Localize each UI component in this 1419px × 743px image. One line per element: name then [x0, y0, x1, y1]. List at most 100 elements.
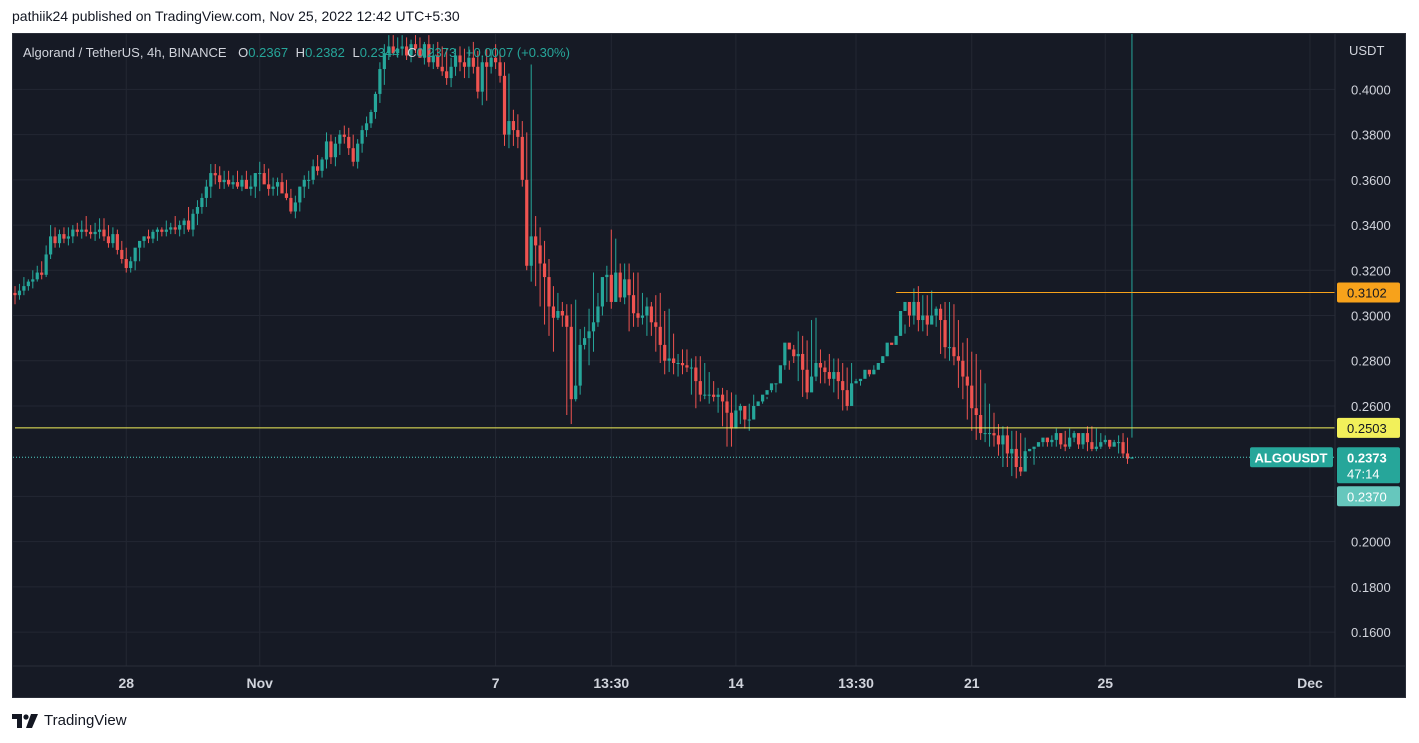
candle-body — [547, 277, 551, 307]
candle-body — [565, 315, 569, 327]
tradingview-logo-icon[interactable] — [12, 713, 38, 728]
candle-body — [698, 381, 702, 395]
candle-body — [609, 274, 613, 302]
candle-body — [574, 385, 578, 400]
candle-body — [605, 274, 609, 278]
candle-body — [658, 326, 662, 345]
candle-body — [983, 433, 987, 435]
candle-body — [160, 229, 164, 232]
candle-body — [1054, 433, 1058, 440]
candle-body — [387, 46, 391, 54]
candle-body — [378, 69, 382, 94]
chart-background — [13, 34, 1405, 697]
line-price-label-bg — [1337, 417, 1400, 438]
candle-body — [912, 301, 916, 316]
candle-body — [178, 225, 182, 230]
candle-body — [84, 229, 88, 232]
chart-frame[interactable]: USDT 0.4000 0.3800 0.3600 0.3400 0.3200 0.3000… — [12, 33, 1406, 698]
candle-body — [689, 367, 693, 369]
candle-body — [556, 310, 560, 318]
candle-body — [560, 310, 564, 316]
candle-body — [93, 231, 97, 235]
time-tick-label: 14 — [728, 675, 744, 691]
candle-body — [703, 394, 707, 396]
candle-body — [102, 229, 106, 237]
candle-body — [231, 182, 235, 185]
candle-body — [1023, 451, 1027, 472]
candle-body — [75, 229, 79, 232]
candle-body — [890, 342, 894, 345]
candle-body — [298, 186, 302, 203]
candle-body — [284, 193, 289, 198]
candle-body — [947, 347, 952, 349]
candle-body — [115, 234, 119, 250]
candle-body — [663, 344, 667, 361]
candle-body — [867, 369, 871, 375]
candle-body — [1121, 442, 1125, 454]
candle-body — [542, 263, 547, 278]
candle-body — [996, 435, 1001, 445]
time-tick-label: Dec — [1297, 675, 1323, 691]
candle-body — [431, 55, 435, 63]
candle-body — [1081, 433, 1085, 445]
candle-body — [422, 44, 426, 58]
candle-body — [640, 315, 645, 318]
candle-body — [133, 247, 137, 262]
candle-body — [1063, 444, 1067, 447]
candle-body — [356, 143, 360, 162]
candle-body — [823, 367, 827, 373]
candle-body — [396, 48, 400, 54]
footer-brand[interactable]: TradingView — [44, 712, 127, 729]
candle-body — [667, 358, 671, 361]
candle-body — [961, 360, 965, 377]
candle-body — [1036, 442, 1041, 447]
candle-body — [1117, 442, 1121, 444]
candle-body — [907, 301, 912, 316]
candle-body — [289, 197, 293, 212]
candle-body — [369, 112, 373, 124]
candle-body — [792, 349, 796, 357]
candle-body — [716, 394, 720, 397]
candle-body — [222, 179, 226, 183]
candle-body — [841, 381, 845, 391]
candle-body — [752, 405, 756, 420]
candle-body — [106, 236, 111, 244]
candle-body — [520, 136, 524, 180]
price-tick-label: 0.2800 — [1351, 354, 1391, 369]
candle-body — [502, 75, 507, 135]
candle-body — [436, 55, 440, 67]
candle-body — [1059, 433, 1063, 445]
candle-body — [1019, 467, 1023, 472]
price-tick-label: 0.3600 — [1351, 173, 1391, 188]
candle-body — [925, 315, 929, 325]
candle-body — [138, 240, 142, 248]
candle-body — [534, 236, 538, 246]
candle-body — [858, 378, 863, 382]
time-tick-label: 25 — [1097, 675, 1113, 691]
candle-body — [89, 231, 93, 235]
candle-body — [1125, 453, 1130, 459]
candle-body — [654, 322, 658, 327]
candle-body — [405, 46, 409, 56]
candle-body — [200, 197, 204, 207]
candle-body — [338, 134, 342, 144]
candle-body — [956, 356, 960, 361]
symbol-line[interactable]: Algorand / TetherUS, 4h, BINANCE — [23, 45, 227, 60]
candle-body — [1032, 446, 1036, 449]
candle-body — [1010, 448, 1014, 454]
candle-body — [351, 148, 355, 162]
candle-body — [1072, 433, 1076, 438]
candle-body — [596, 306, 600, 323]
candle-body — [489, 57, 493, 67]
candle-body — [97, 229, 102, 232]
line-price-label: 0.2503 — [1347, 421, 1387, 436]
candlestick-chart[interactable]: USDT 0.4000 0.3800 0.3600 0.3400 0.3200 0.3000… — [13, 34, 1406, 698]
candle-body — [49, 236, 53, 255]
candle-body — [1001, 435, 1005, 445]
candle-body — [485, 62, 489, 67]
candle-body — [1041, 437, 1045, 443]
candle-body — [712, 394, 716, 397]
candle-body — [342, 134, 346, 137]
candle-body — [13, 292, 17, 296]
candle-body — [538, 245, 542, 264]
